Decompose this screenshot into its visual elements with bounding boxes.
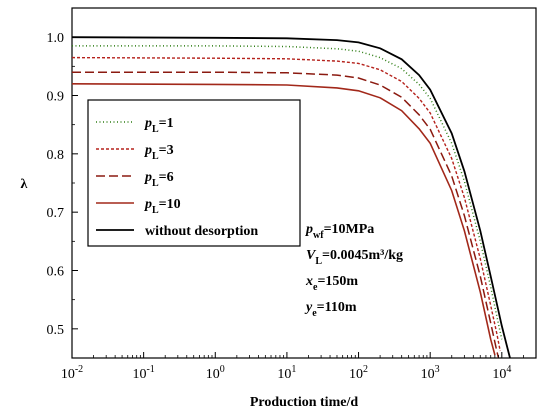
legend-label-2: pL=3: [144, 143, 174, 162]
series-line-1: [72, 45, 503, 340]
series-line-2: [72, 56, 501, 352]
annotation-1: pwf=10MPa: [305, 222, 374, 241]
legend-label-3: pL=6: [144, 170, 174, 189]
y-axis-title: λ: [21, 177, 28, 192]
legend-label-1: pL=1: [144, 116, 174, 135]
legend-label-4: pL=10: [144, 197, 181, 216]
series-layer: [72, 36, 511, 358]
y-tick-label: 0.5: [47, 323, 65, 338]
annotations: pwf=10MPa VL=0.0045m³/kg xe=150m ye=110m: [304, 222, 403, 319]
y-tick-label: 0.8: [47, 148, 65, 163]
series-line-5: [72, 36, 511, 358]
annotation-2: VL=0.0045m³/kg: [306, 248, 403, 267]
series-line-4: [72, 83, 496, 356]
legend-box: [87, 99, 301, 247]
x-axis-ticks: 10-2 10-1 100 101 102 103 104: [61, 352, 537, 382]
x-tick-label: 10-2: [61, 364, 83, 382]
y-tick-label: 0.6: [47, 265, 65, 280]
y-tick-label: 1.0: [47, 31, 65, 46]
annotation-4: ye=110m: [304, 300, 357, 319]
x-tick-label: 10-1: [132, 364, 154, 382]
x-axis-title: Production time/d: [250, 395, 358, 410]
legend-entries: pL=1 pL=3 pL=6 pL=10 without desorption: [96, 116, 258, 239]
x-tick-label: 103: [421, 364, 440, 382]
x-tick-label: 104: [492, 364, 511, 382]
x-tick-label: 102: [349, 364, 368, 382]
legend: pL=1 pL=3 pL=6 pL=10 without desorption: [87, 99, 301, 247]
y-tick-label: 0.9: [47, 90, 65, 105]
y-tick-label: 0.7: [47, 206, 65, 221]
x-tick-label: 100: [206, 364, 225, 382]
legend-label-5: without desorption: [145, 224, 258, 239]
y-axis-ticks: 0.5 0.6 0.7 0.8 0.9 1.0: [47, 7, 78, 359]
annotation-3: xe=150m: [305, 274, 358, 293]
series-line-3: [72, 71, 500, 358]
x-tick-label: 101: [277, 364, 296, 382]
